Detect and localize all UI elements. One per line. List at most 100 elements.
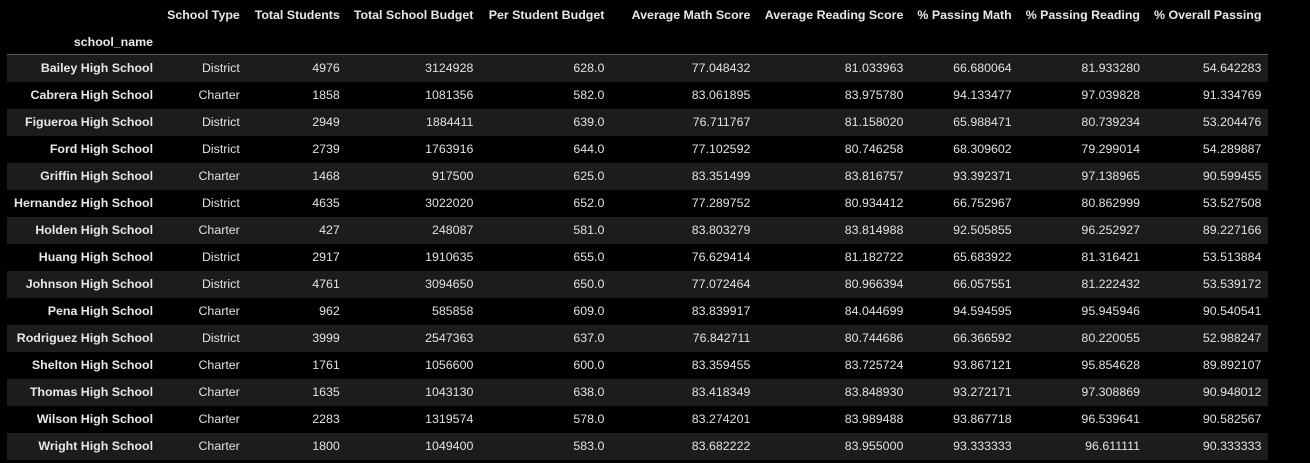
table-cell: Charter xyxy=(198,88,240,102)
table-cell: 53.513884 xyxy=(1202,250,1262,264)
table-cell: 83.989488 xyxy=(844,412,904,426)
table-row: Griffin High School Charter 1468 917500 625.… xyxy=(7,163,1269,190)
row-index-label: Wright High School xyxy=(38,439,154,453)
table-cell: 2547363 xyxy=(425,331,474,345)
table-cell: 93.333333 xyxy=(953,439,1012,453)
table-cell: 84.044699 xyxy=(844,304,904,318)
row-index-label: Thomas High School xyxy=(29,385,154,399)
table-cell: 81.933280 xyxy=(1081,61,1140,75)
index-header-row: school_name xyxy=(7,30,1269,55)
table-cell: 83.682222 xyxy=(691,439,751,453)
table-cell: 89.892107 xyxy=(1202,358,1262,372)
table-cell: 89.227166 xyxy=(1202,223,1262,237)
index-name-header: school_name xyxy=(73,35,154,49)
dataframe-table: School Type Total Students Total School … xyxy=(7,0,1269,460)
table-cell: District xyxy=(201,142,240,156)
table-cell: 83.274201 xyxy=(691,412,751,426)
table-cell: 83.803279 xyxy=(691,223,751,237)
table-cell: 962 xyxy=(319,304,340,318)
table-cell: 1081356 xyxy=(425,88,474,102)
table-cell: 582.0 xyxy=(573,88,605,102)
table-cell: 1319574 xyxy=(425,412,474,426)
column-header-average-math-score: Average Math Score xyxy=(631,8,751,22)
table-cell: 90.333333 xyxy=(1202,439,1262,453)
table-cell: 81.316421 xyxy=(1081,250,1140,264)
table-cell: 76.711767 xyxy=(692,115,751,129)
table-cell: 578.0 xyxy=(573,412,605,426)
table-cell: 93.272171 xyxy=(953,385,1012,399)
table-cell: 83.359455 xyxy=(691,358,751,372)
table-cell: 83.814988 xyxy=(844,223,904,237)
table-cell: 96.539641 xyxy=(1081,412,1140,426)
table-cell: 1761 xyxy=(312,358,340,372)
table-row: Ford High School District 2739 1763916 644.0… xyxy=(7,136,1269,163)
table-row: Holden High School Charter 427 248087 581.0 8… xyxy=(7,217,1269,244)
table-cell: 639.0 xyxy=(573,115,605,129)
table-cell: 65.988471 xyxy=(953,115,1012,129)
table-row: Bailey High School District 4976 3124928 628… xyxy=(7,54,1269,82)
table-cell: 83.725724 xyxy=(844,358,904,372)
table-cell: 3022020 xyxy=(425,196,474,210)
table-cell: 54.289887 xyxy=(1202,142,1262,156)
table-cell: 4635 xyxy=(312,196,340,210)
table-cell: 1763916 xyxy=(425,142,474,156)
row-index-label: Shelton High School xyxy=(31,358,154,372)
table-cell: 583.0 xyxy=(573,439,605,453)
table-cell: 92.505855 xyxy=(953,223,1012,237)
table-cell: District xyxy=(201,250,240,264)
row-index-label: Figueroa High School xyxy=(25,115,154,129)
table-row: Hernandez High School District 4635 3022020… xyxy=(7,190,1269,217)
table-cell: 2949 xyxy=(312,115,340,129)
row-index-label: Pena High School xyxy=(47,304,154,318)
table-cell: 95.945946 xyxy=(1081,304,1140,318)
table-cell: 77.289752 xyxy=(691,196,751,210)
table-cell: 97.039828 xyxy=(1081,88,1140,102)
table-cell: Charter xyxy=(198,412,240,426)
table-cell: 83.351499 xyxy=(691,169,751,183)
table-cell: 80.739234 xyxy=(1081,115,1140,129)
table-cell: 609.0 xyxy=(573,304,605,318)
column-header-overall-passing: % Overall Passing xyxy=(1154,8,1262,22)
table-cell: District xyxy=(201,331,240,345)
table-cell: 1043130 xyxy=(425,385,474,399)
column-header-passing-reading: % Passing Reading xyxy=(1025,8,1140,22)
table-cell: Charter xyxy=(198,385,240,399)
row-index-label: Bailey High School xyxy=(40,61,154,75)
table-cell: 52.988247 xyxy=(1202,331,1262,345)
table-cell: 66.057551 xyxy=(953,277,1012,291)
table-cell: 80.744686 xyxy=(844,331,904,345)
table-cell: 53.539172 xyxy=(1202,277,1262,291)
table-cell: 77.072464 xyxy=(691,277,751,291)
table-cell: 83.839917 xyxy=(691,304,751,318)
table-cell: 2739 xyxy=(312,142,340,156)
row-index-label: Cabrera High School xyxy=(30,88,154,102)
table-cell: 83.848930 xyxy=(844,385,904,399)
column-header-passing-math: % Passing Math xyxy=(917,8,1012,22)
table-cell: 4761 xyxy=(312,277,340,291)
table-cell: 53.204476 xyxy=(1202,115,1262,129)
table-cell: 248087 xyxy=(432,223,474,237)
table-cell: 66.752967 xyxy=(953,196,1012,210)
table-cell: 93.867121 xyxy=(953,358,1012,372)
table-cell: 95.854628 xyxy=(1081,358,1140,372)
table-row: Shelton High School Charter 1761 1056600 600… xyxy=(7,352,1269,379)
column-header-total-students: Total Students xyxy=(254,8,340,22)
table-cell: 83.061895 xyxy=(691,88,751,102)
table-cell: 96.611111 xyxy=(1085,439,1140,453)
table-cell: 1635 xyxy=(312,385,340,399)
table-cell: 97.308869 xyxy=(1081,385,1140,399)
row-index-label: Johnson High School xyxy=(25,277,154,291)
table-cell: 90.540541 xyxy=(1202,304,1262,318)
table-cell: 66.680064 xyxy=(953,61,1012,75)
table-cell: 81.222432 xyxy=(1081,277,1140,291)
table-cell: 637.0 xyxy=(573,331,605,345)
table-row: Wright High School Charter 1800 1049400 583.… xyxy=(7,433,1269,460)
table-cell: 53.527508 xyxy=(1202,196,1262,210)
table-cell: District xyxy=(201,277,240,291)
table-cell: Charter xyxy=(198,358,240,372)
table-cell: 1468 xyxy=(312,169,340,183)
table-cell: 80.220055 xyxy=(1081,331,1140,345)
table-cell: 96.252927 xyxy=(1081,223,1140,237)
table-cell: 94.133477 xyxy=(953,88,1012,102)
table-cell: 3094650 xyxy=(425,277,474,291)
